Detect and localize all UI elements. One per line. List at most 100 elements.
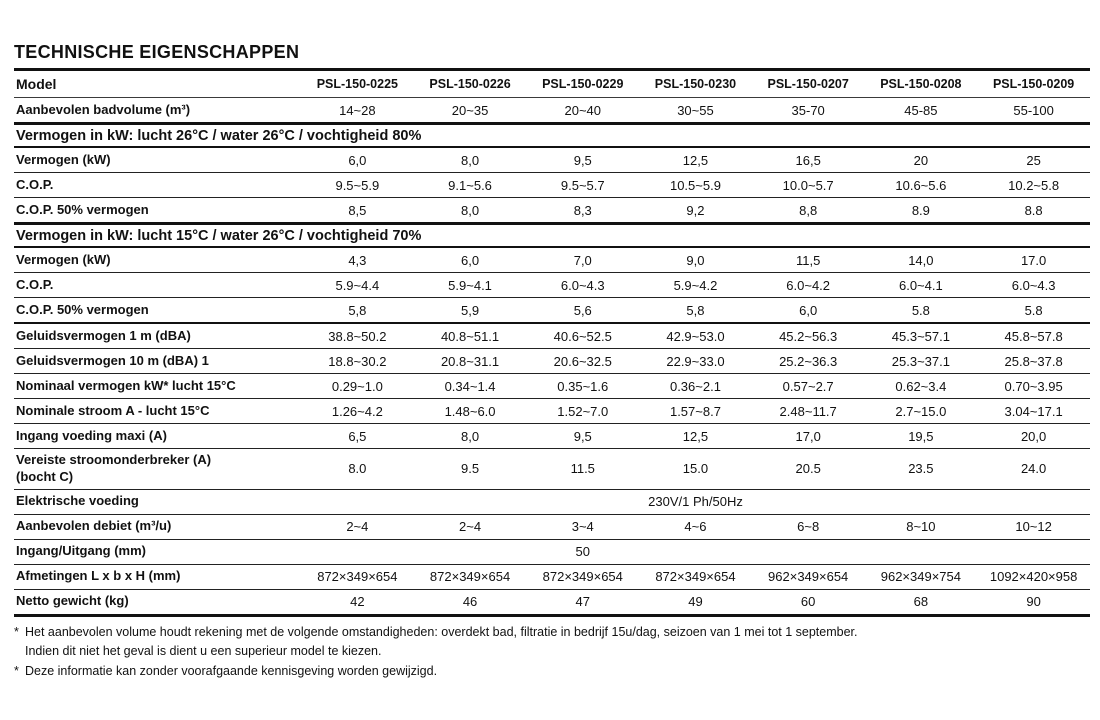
value-cell: 3~4 (526, 514, 640, 540)
value-cell: 4~6 (639, 514, 752, 540)
row-label: Aanbevolen badvolume (m³) (14, 97, 301, 124)
value-cell: 0.70~3.95 (977, 373, 1090, 399)
footnote-marker: * (14, 663, 19, 678)
value-cell: 14,0 (864, 247, 978, 273)
table-row: Netto gewicht (kg) 42 46 47 49 60 68 90 (14, 589, 1090, 616)
section-header-row: Vermogen in kW: lucht 26°C / water 26°C … (14, 122, 1090, 148)
value-cell: 30~55 (639, 97, 752, 124)
table-row: Aanbevolen badvolume (m³) 14~28 20~35 20~40… (14, 97, 1090, 124)
table-row: Model PSL-150-0225 PSL-150-0226 PSL-150-022… (14, 69, 1090, 98)
row-label: Nominale stroom A - lucht 15°C (14, 398, 301, 424)
value-cell: 8~10 (864, 514, 978, 540)
table-row: Nominale stroom A - lucht 15°C 1.26~4.2 1.… (14, 398, 1090, 424)
value-cell: 5,8 (639, 297, 752, 324)
row-label: Geluidsvermogen 1 m (dBA) (14, 322, 301, 349)
value-cell: 42 (301, 589, 414, 616)
footnote-text: Deze informatie kan zonder voorafgaande … (25, 663, 438, 678)
value-cell: 10.6~5.6 (864, 172, 978, 198)
value-cell: 8,5 (301, 197, 414, 224)
footnotes: * Het aanbevolen volume houdt rekening m… (14, 623, 1090, 681)
value-cell: 6,0 (413, 247, 527, 273)
value-cell: 962×349×654 (751, 564, 865, 590)
row-label: Elektrische voeding (14, 489, 301, 515)
value-cell: 8,3 (526, 197, 640, 224)
footnote-line: * Deze informatie kan zonder voorafgaand… (14, 662, 1090, 681)
spanning-value-cell: 230V/1 Ph/50Hz (301, 489, 1090, 515)
empty-cell (864, 539, 1090, 565)
row-label: C.O.P. (14, 272, 301, 298)
row-label: Model (14, 69, 301, 98)
value-cell: 35-70 (751, 97, 865, 124)
value-cell: 872×349×654 (526, 564, 640, 590)
value-cell: 6.0~4.3 (526, 272, 640, 298)
row-label: C.O.P. 50% vermogen (14, 297, 301, 324)
value-cell: 3.04~17.1 (977, 398, 1090, 424)
value-cell: 38.8~50.2 (301, 322, 414, 349)
value-cell: 5.9~4.1 (413, 272, 527, 298)
table-row: Ingang voeding maxi (A) 6,5 8,0 9,5 12,5 17,0… (14, 423, 1090, 449)
row-label: Afmetingen L x b x H (mm) (14, 564, 301, 590)
value-cell: 20~40 (526, 97, 640, 124)
value-cell: 20 (864, 147, 978, 173)
value-cell: 8.9 (864, 197, 978, 224)
value-cell: PSL-150-0226 (413, 69, 527, 98)
table-row: Aanbevolen debiet (m³/u) 2~4 2~4 3~4 4~6 6~8 8… (14, 514, 1090, 540)
footnote-line: Indien dit niet het geval is dient u een… (14, 642, 1090, 661)
value-cell: 25.3~37.1 (864, 348, 978, 374)
value-cell: 20.8~31.1 (413, 348, 527, 374)
value-cell: PSL-150-0229 (526, 69, 640, 98)
value-cell: 9.5~5.9 (301, 172, 414, 198)
value-cell: 45.2~56.3 (751, 322, 865, 349)
row-label: Geluidsvermogen 10 m (dBA) 1 (14, 348, 301, 374)
value-cell: 4,3 (301, 247, 414, 273)
table-row: C.O.P. 50% vermogen 8,5 8,0 8,3 9,2 8,8 8.9 8.8 (14, 197, 1090, 224)
value-cell: 25.8~37.8 (977, 348, 1090, 374)
value-cell: 11,5 (751, 247, 865, 273)
value-cell: 12,5 (639, 147, 752, 173)
value-cell: 49 (639, 589, 752, 616)
value-cell: 23.5 (864, 448, 978, 490)
section-header-row: Vermogen in kW: lucht 15°C / water 26°C … (14, 222, 1090, 248)
value-cell: 8,8 (751, 197, 865, 224)
value-cell: 5,6 (526, 297, 640, 324)
value-cell: 5.9~4.4 (301, 272, 414, 298)
value-cell: 40.6~52.5 (526, 322, 640, 349)
value-cell: 14~28 (301, 97, 414, 124)
value-cell: 20~35 (413, 97, 527, 124)
row-label: Vermogen (kW) (14, 247, 301, 273)
value-cell: 5,9 (413, 297, 527, 324)
value-cell: 9.5 (413, 448, 527, 490)
value-cell: 2.48~11.7 (751, 398, 865, 424)
value-cell: 20.5 (751, 448, 865, 490)
row-label: Aanbevolen debiet (m³/u) (14, 514, 301, 540)
value-cell: 9,5 (526, 423, 640, 449)
value-cell: 872×349×654 (639, 564, 752, 590)
value-cell: 18.8~30.2 (301, 348, 414, 374)
row-label: Netto gewicht (kg) (14, 589, 301, 616)
value-cell: 19,5 (864, 423, 978, 449)
value-cell: 10~12 (977, 514, 1090, 540)
value-cell: 6,0 (301, 147, 414, 173)
value-cell: 1.57~8.7 (639, 398, 752, 424)
value-cell: 68 (864, 589, 978, 616)
value-cell: 2~4 (413, 514, 527, 540)
value-cell: PSL-150-0207 (751, 69, 865, 98)
value-cell: 1.48~6.0 (413, 398, 527, 424)
footnote-marker: * (14, 624, 19, 639)
value-cell: 55-100 (977, 97, 1090, 124)
value-cell: 1.52~7.0 (526, 398, 640, 424)
value-cell: 872×349×654 (301, 564, 414, 590)
table-row: C.O.P. 50% vermogen 5,8 5,9 5,6 5,8 6,0 5.8 5.8 (14, 297, 1090, 324)
value-cell: 962×349×754 (864, 564, 978, 590)
value-cell: 6.0~4.2 (751, 272, 865, 298)
value-cell: 25 (977, 147, 1090, 173)
value-cell: 5,8 (301, 297, 414, 324)
value-cell: 8.8 (977, 197, 1090, 224)
spec-table: Model PSL-150-0225 PSL-150-0226 PSL-150-022… (14, 68, 1090, 617)
value-cell: 8.0 (301, 448, 414, 490)
table-row: Vermogen (kW) 4,3 6,0 7,0 9,0 11,5 14,0 17.0 (14, 247, 1090, 273)
value-cell: 60 (751, 589, 865, 616)
value-cell: 0.35~1.6 (526, 373, 640, 399)
section-header: Vermogen in kW: lucht 26°C / water 26°C … (14, 122, 1090, 148)
value-cell: 7,0 (526, 247, 640, 273)
